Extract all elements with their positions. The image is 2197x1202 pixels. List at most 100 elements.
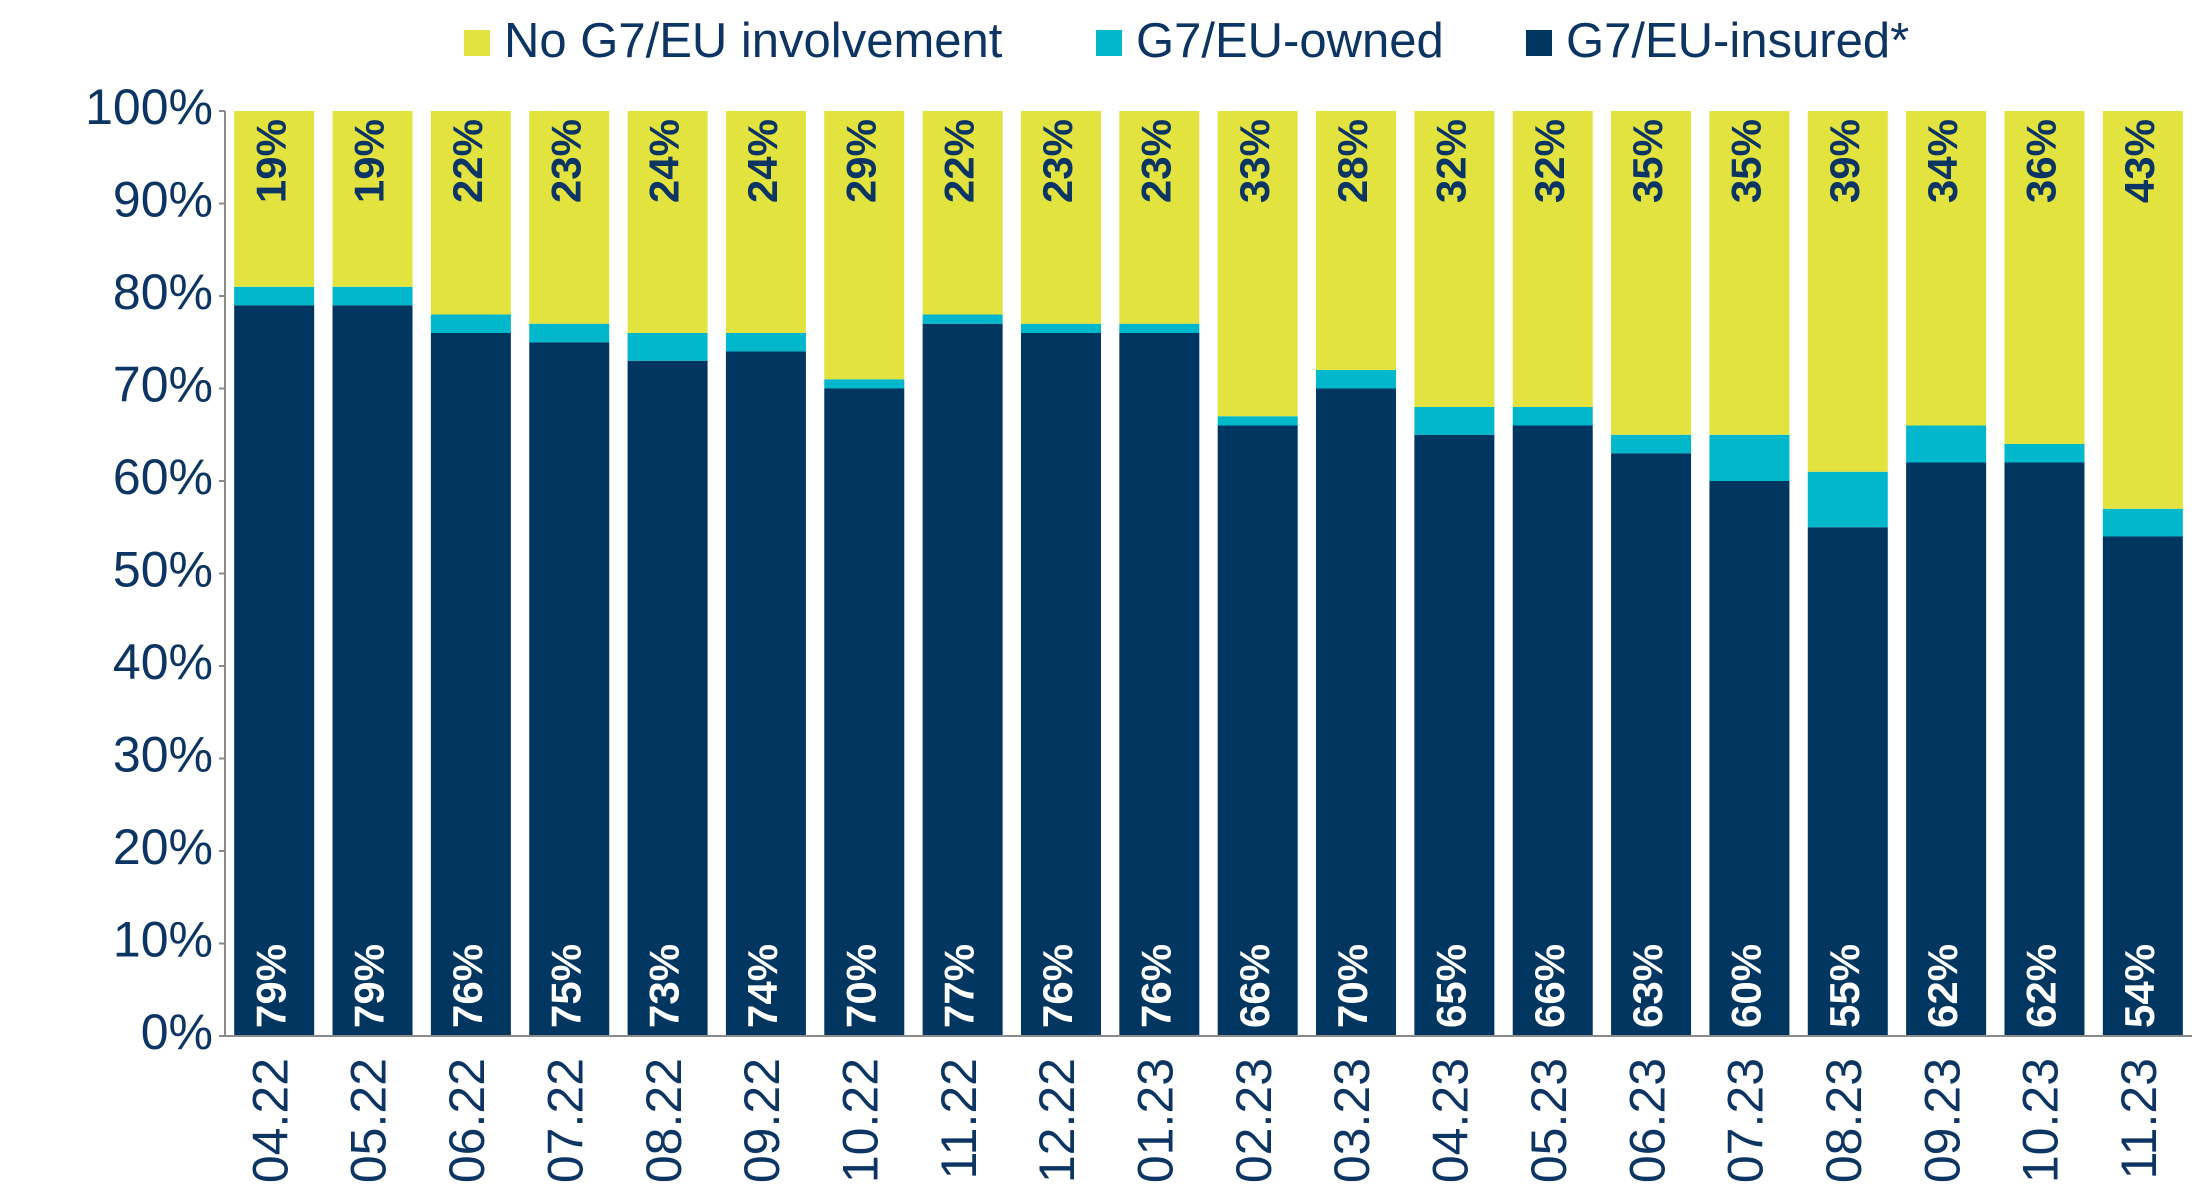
bar-segment	[1119, 111, 1200, 324]
bar-segment	[1020, 111, 1101, 324]
bar-segment	[1807, 111, 1888, 472]
y-tick-label: 60%	[113, 449, 213, 505]
bar-segment	[725, 333, 806, 352]
bar-segment	[922, 323, 1003, 1036]
x-tick-label: 10.23	[2013, 1058, 2069, 1183]
x-tick-label: 05.23	[1521, 1058, 1577, 1183]
bar-segment	[332, 305, 413, 1036]
y-tick-label: 90%	[113, 172, 213, 228]
legend-swatch	[1096, 30, 1122, 56]
x-tick-label: 07.22	[537, 1058, 593, 1183]
legend-swatch	[1526, 30, 1552, 56]
bar-segment	[1414, 111, 1495, 407]
bar-segment	[2004, 444, 2085, 463]
data-label: 54%	[2116, 944, 2163, 1028]
data-label: 24%	[641, 119, 688, 203]
y-tick-label: 50%	[113, 542, 213, 598]
bar-segment	[332, 111, 413, 287]
bar-segment	[1217, 416, 1298, 426]
data-label: 32%	[1427, 119, 1474, 203]
x-tick-label: 12.22	[1029, 1058, 1085, 1183]
bar-segment	[234, 286, 315, 306]
bar-segment	[1119, 333, 1200, 1036]
bar-segment	[234, 111, 315, 287]
bar-segment	[1020, 333, 1101, 1036]
y-tick-label: 70%	[113, 357, 213, 413]
y-tick-label: 20%	[113, 819, 213, 875]
bar-segment	[430, 314, 511, 333]
x-tick-label: 06.23	[1619, 1058, 1675, 1183]
data-label: 39%	[1821, 119, 1868, 203]
data-label: 32%	[1526, 119, 1573, 203]
y-tick-label: 0%	[141, 1004, 213, 1060]
x-tick-label: 01.23	[1128, 1058, 1184, 1183]
legend-label: No G7/EU involvement	[504, 14, 1003, 68]
data-label: 22%	[444, 119, 491, 203]
x-tick-label: 02.23	[1226, 1058, 1282, 1183]
data-label: 23%	[542, 119, 589, 203]
data-label: 79%	[346, 944, 393, 1028]
bar-segment	[1414, 434, 1495, 1036]
bar-segment	[430, 333, 511, 1036]
y-tick-label: 80%	[113, 264, 213, 320]
y-tick-label: 30%	[113, 727, 213, 783]
bar-segment	[627, 333, 708, 361]
bar-segment	[1316, 370, 1397, 389]
bar-segment	[1807, 471, 1888, 528]
bar-segment	[2004, 462, 2085, 1036]
bar-segment	[1906, 462, 1987, 1036]
data-label: 55%	[1821, 944, 1868, 1028]
data-label: 65%	[1427, 944, 1474, 1028]
bar-segment	[922, 111, 1003, 315]
bar-segment	[430, 111, 511, 315]
bar-segment	[2102, 111, 2183, 509]
x-tick-label: 08.23	[1816, 1058, 1872, 1183]
data-label: 75%	[542, 944, 589, 1028]
bar-segment	[529, 323, 610, 343]
data-label: 33%	[1231, 119, 1278, 203]
data-label: 19%	[346, 119, 393, 203]
data-label: 62%	[1919, 944, 1966, 1028]
data-label: 60%	[1723, 944, 1770, 1028]
bar-segment	[529, 111, 610, 324]
bar-segment	[2102, 508, 2183, 537]
bar-segment	[1119, 323, 1200, 333]
bar-segment	[1709, 434, 1790, 481]
bar-segment	[1217, 111, 1298, 417]
data-label: 28%	[1329, 119, 1376, 203]
x-tick-label: 08.22	[636, 1058, 692, 1183]
data-label: 23%	[1132, 119, 1179, 203]
x-tick-label: 06.22	[439, 1058, 495, 1183]
legend-label: G7/EU-owned	[1136, 14, 1444, 68]
x-tick-label: 04.22	[242, 1058, 298, 1183]
x-tick-label: 11.22	[931, 1058, 987, 1179]
data-label: 23%	[1034, 119, 1081, 203]
bar-segment	[1020, 323, 1101, 333]
bar-segment	[725, 351, 806, 1036]
bar-segment	[627, 360, 708, 1036]
bar-segment	[627, 111, 708, 333]
bar-segment	[1316, 111, 1397, 370]
bar-segment	[2004, 111, 2085, 444]
data-label: 19%	[247, 119, 294, 203]
bar-segment	[1709, 481, 1790, 1036]
bar-segment	[824, 111, 905, 380]
bar-segment	[1611, 111, 1692, 435]
x-tick-label: 09.23	[1914, 1058, 1970, 1183]
data-label: 22%	[936, 119, 983, 203]
bar-segment	[1512, 111, 1593, 407]
data-label: 77%	[936, 944, 983, 1028]
x-tick-label: 09.22	[734, 1058, 790, 1183]
bar-segment	[1414, 407, 1495, 435]
data-label: 66%	[1231, 944, 1278, 1028]
bar-segment	[234, 305, 315, 1036]
bar-segment	[332, 286, 413, 306]
bar-segment	[725, 111, 806, 333]
x-tick-label: 04.23	[1423, 1058, 1479, 1183]
y-tick-label: 100%	[85, 79, 213, 135]
x-tick-label: 05.22	[341, 1058, 397, 1183]
bar-segment	[824, 379, 905, 389]
bar-segment	[1512, 407, 1593, 426]
data-label: 76%	[444, 944, 491, 1028]
legend-label: G7/EU-insured*	[1566, 14, 1909, 68]
